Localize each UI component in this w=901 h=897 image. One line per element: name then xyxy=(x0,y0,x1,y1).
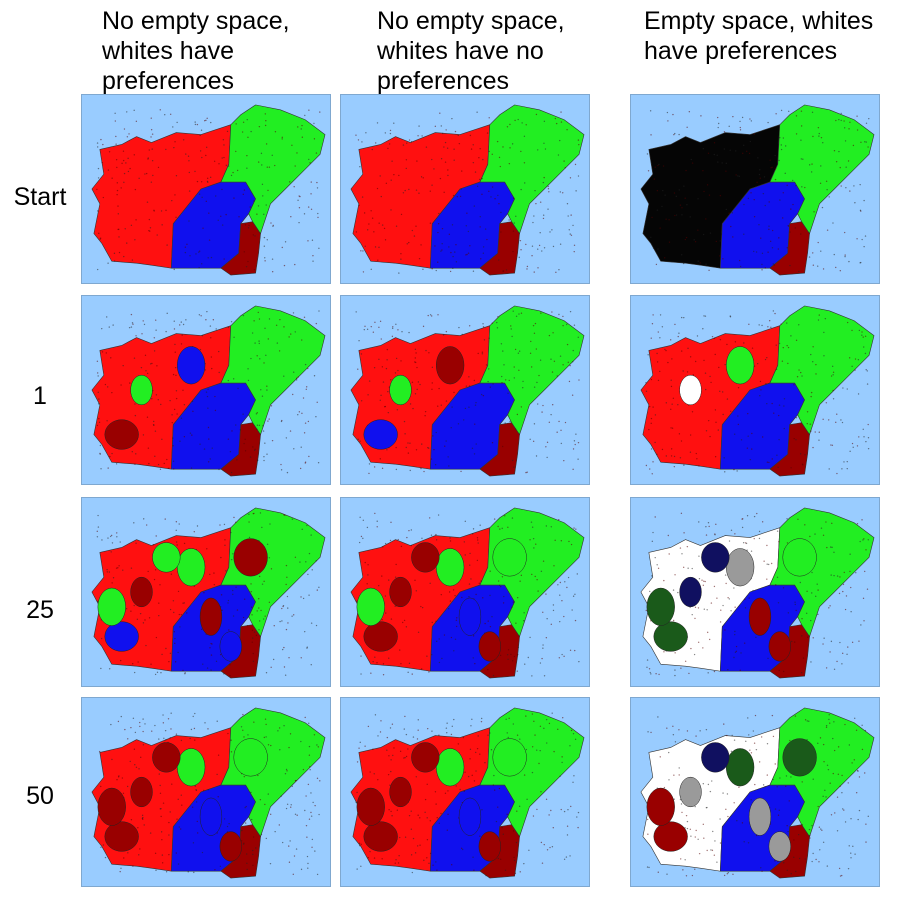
cluster-blob xyxy=(130,776,153,808)
map-panel-r3-c3 xyxy=(630,497,880,687)
cluster-blob xyxy=(356,787,385,826)
county-map xyxy=(350,305,585,477)
cluster-blob xyxy=(748,597,772,636)
cluster-blob xyxy=(199,597,223,636)
speckle-dots xyxy=(96,512,320,677)
cluster-blob xyxy=(748,797,772,836)
region-east xyxy=(769,104,875,235)
cluster-blob xyxy=(782,738,817,777)
cluster-blob xyxy=(130,374,153,406)
cluster-blob xyxy=(104,621,139,652)
row-label-25: 25 xyxy=(26,596,54,624)
cluster-blob xyxy=(478,831,501,862)
cluster-blob xyxy=(411,742,440,773)
county-map xyxy=(91,305,326,477)
map-panel-r1-c3 xyxy=(630,94,880,284)
county-map xyxy=(91,507,326,679)
map-panel-r1-c2 xyxy=(340,94,590,284)
cluster-blob xyxy=(104,419,139,450)
cluster-blob xyxy=(199,797,223,836)
map-panel-r4-c1 xyxy=(81,697,331,887)
speckle-dots xyxy=(646,109,870,273)
cluster-blob xyxy=(176,748,206,787)
cluster-blob xyxy=(679,776,702,808)
row-label-start: Start xyxy=(13,183,67,211)
cluster-blob xyxy=(701,742,730,773)
cluster-blob xyxy=(389,776,412,808)
map-panel-r3-c2 xyxy=(340,497,590,687)
cluster-blob xyxy=(176,548,206,587)
map-panel-r2-c1 xyxy=(81,295,331,485)
cluster-blob xyxy=(97,787,126,826)
county-map xyxy=(350,104,585,276)
county-map xyxy=(640,305,875,477)
cluster-blob xyxy=(458,597,482,636)
county-map xyxy=(91,707,326,879)
speckle-dots xyxy=(355,310,580,475)
map-panel-r3-c1 xyxy=(81,497,331,687)
cluster-blob xyxy=(725,548,755,587)
cluster-blob xyxy=(389,374,412,406)
region-east xyxy=(769,305,875,436)
map-panel-r2-c2 xyxy=(340,295,590,485)
county-map xyxy=(640,104,875,276)
cluster-blob xyxy=(492,738,527,777)
county-map xyxy=(91,104,326,276)
region-east xyxy=(479,305,585,436)
cluster-blob xyxy=(130,576,153,608)
speckle-dots xyxy=(355,111,580,274)
county-map xyxy=(640,507,875,679)
region-east xyxy=(479,104,585,235)
county-map xyxy=(350,507,585,679)
cluster-blob xyxy=(97,587,126,626)
cluster-blob xyxy=(458,797,482,836)
cluster-blob xyxy=(363,419,398,450)
map-panel-r4-c3 xyxy=(630,697,880,887)
cluster-blob xyxy=(435,748,465,787)
cluster-blob xyxy=(435,346,465,385)
cluster-blob xyxy=(233,538,268,577)
cluster-blob xyxy=(435,548,465,587)
map-panel-r4-c2 xyxy=(340,697,590,887)
column-header-1: No empty space, whites have preferences xyxy=(102,7,290,95)
cluster-blob xyxy=(152,742,181,773)
cluster-blob xyxy=(492,538,527,577)
cluster-blob xyxy=(768,631,791,662)
cluster-blob xyxy=(725,748,755,787)
cluster-blob xyxy=(782,538,817,577)
cluster-blob xyxy=(152,542,181,573)
cluster-blob xyxy=(653,821,688,852)
cluster-blob xyxy=(233,738,268,777)
cluster-blob xyxy=(104,821,139,852)
cluster-blob xyxy=(411,542,440,573)
cluster-blob xyxy=(363,621,398,652)
cluster-blob xyxy=(701,542,730,573)
cluster-blob xyxy=(646,787,675,826)
map-panel-r2-c3 xyxy=(630,295,880,485)
map-panel-r1-c1 xyxy=(81,94,331,284)
cluster-blob xyxy=(725,346,755,385)
cluster-blob xyxy=(176,346,206,385)
column-header-3: Empty space, whites have preferences xyxy=(644,7,874,65)
region-east xyxy=(220,104,326,235)
cluster-blob xyxy=(356,587,385,626)
county-map xyxy=(640,707,875,879)
county-map xyxy=(350,707,585,879)
cluster-blob xyxy=(363,821,398,852)
cluster-blob xyxy=(646,587,675,626)
row-label-1: 1 xyxy=(33,382,47,410)
cluster-blob xyxy=(389,576,412,608)
row-label-50: 50 xyxy=(26,782,54,810)
cluster-blob xyxy=(219,631,242,662)
cluster-blob xyxy=(653,621,688,652)
cluster-blob xyxy=(679,576,702,608)
cluster-blob xyxy=(679,374,702,406)
cluster-blob xyxy=(768,831,791,862)
speckle-dots xyxy=(645,310,870,475)
cluster-blob xyxy=(478,631,501,662)
cluster-blob xyxy=(219,831,242,862)
speckle-dots xyxy=(96,109,321,273)
column-header-2: No empty space, whites have no preferenc… xyxy=(377,7,565,95)
region-east xyxy=(220,305,326,436)
